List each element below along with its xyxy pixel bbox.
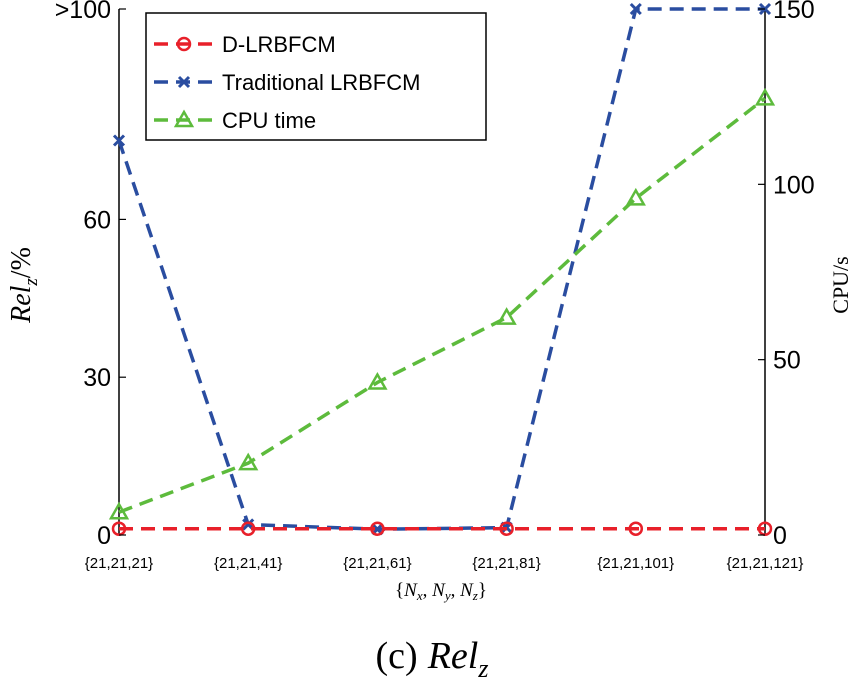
y-left-tick-label: >100 bbox=[55, 0, 111, 24]
data-point bbox=[628, 521, 644, 536]
figure-caption: (c) Relz bbox=[376, 635, 489, 682]
data-point bbox=[499, 521, 514, 536]
legend: D-LRBFCM Traditional LRBFCM CPU time bbox=[145, 12, 487, 141]
data-point bbox=[108, 501, 130, 520]
x-tick-label: {21,21,41} bbox=[214, 555, 282, 572]
y-left-tick-label: 60 bbox=[83, 206, 111, 234]
x-tick-label: {21,21,61} bbox=[343, 555, 411, 572]
data-point bbox=[112, 134, 126, 147]
data-point bbox=[629, 2, 642, 16]
x-axis-label: {Nx, Ny, Nz} bbox=[395, 580, 487, 603]
data-point bbox=[238, 452, 259, 471]
x-tick-label: {21,21,101} bbox=[597, 555, 674, 572]
y-right-tick-label: 150 bbox=[773, 0, 815, 24]
x-tick-label: {21,21,81} bbox=[472, 555, 540, 572]
axes bbox=[118, 9, 766, 535]
y-right-tick-label: 50 bbox=[773, 347, 801, 375]
series-line bbox=[118, 97, 767, 514]
legend-item: CPU time bbox=[154, 108, 316, 133]
y-axis-left-label: Relz/% bbox=[6, 247, 42, 324]
y-right-tick-label: 0 bbox=[773, 522, 787, 550]
series-line bbox=[117, 7, 765, 531]
series-layer bbox=[108, 2, 776, 536]
legend-label: CPU time bbox=[222, 108, 316, 133]
ticks-layer: 0 30 60 >100 0 50 100 150 {21,21,21} {21,21,41} {2… bbox=[55, 0, 815, 572]
series-cpu-time bbox=[108, 87, 776, 520]
y-axis-right-label: CPU/s bbox=[828, 256, 853, 313]
data-point bbox=[370, 521, 385, 536]
data-point bbox=[496, 307, 517, 325]
y-left-tick-label: 0 bbox=[97, 522, 111, 550]
legend-label: D-LRBFCM bbox=[222, 32, 336, 57]
data-point bbox=[754, 87, 776, 106]
data-point bbox=[367, 371, 388, 390]
legend-item: Traditional LRBFCM bbox=[154, 70, 420, 95]
y-left-tick-label: 30 bbox=[83, 364, 111, 392]
y-right-tick-label: 100 bbox=[773, 171, 815, 199]
legend-label: Traditional LRBFCM bbox=[222, 70, 420, 95]
x-tick-label: {21,21,121} bbox=[727, 555, 804, 572]
data-point bbox=[625, 187, 646, 206]
legend-marker bbox=[176, 36, 192, 52]
legend-item: D-LRBFCM bbox=[154, 32, 336, 57]
legend-marker bbox=[177, 75, 191, 89]
x-tick-label: {21,21,21} bbox=[85, 555, 153, 572]
data-point bbox=[240, 521, 256, 536]
legend-marker bbox=[173, 109, 195, 128]
